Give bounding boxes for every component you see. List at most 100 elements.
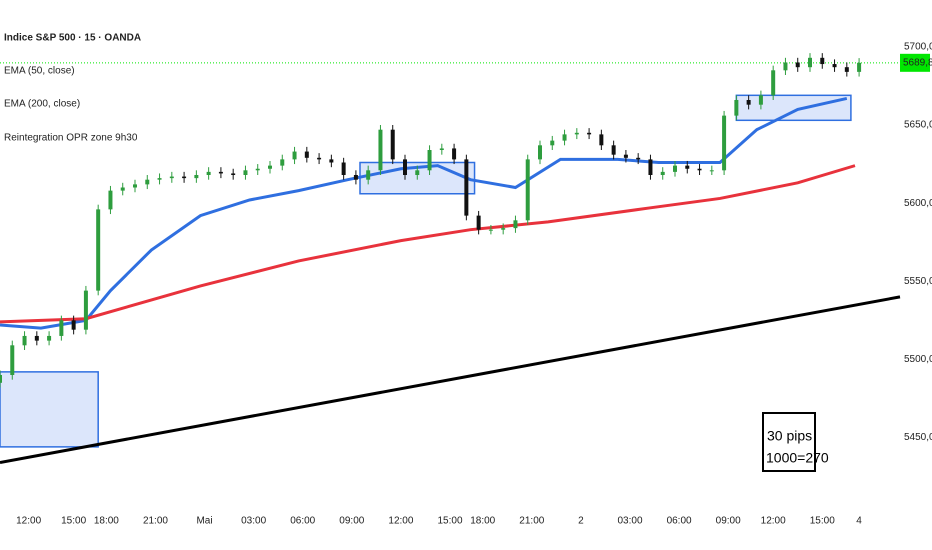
candle-body bbox=[844, 67, 849, 72]
y-tick-label: 5600,0 bbox=[904, 198, 932, 209]
candle-body bbox=[488, 229, 493, 231]
legend-ema50: EMA (50, close) bbox=[4, 66, 75, 77]
candle-body bbox=[120, 187, 125, 191]
x-tick-label: 06:00 bbox=[290, 516, 315, 527]
x-tick-label: 21:00 bbox=[519, 516, 544, 527]
line-series bbox=[0, 96, 848, 330]
candle-body bbox=[722, 115, 727, 171]
candle-body bbox=[83, 290, 88, 330]
candle-body bbox=[71, 320, 76, 330]
candle-body bbox=[59, 320, 64, 336]
candle-body bbox=[501, 228, 506, 230]
candle-body bbox=[562, 134, 567, 141]
y-tick-label: 5500,0 bbox=[904, 354, 932, 365]
y-tick-label: 5700,0 bbox=[904, 42, 932, 53]
candle-body bbox=[636, 157, 641, 160]
last-price-box bbox=[900, 53, 930, 72]
candle-body bbox=[525, 159, 530, 221]
x-tick-label: 2 bbox=[578, 516, 584, 527]
candle-body bbox=[685, 165, 690, 169]
candle-body bbox=[574, 132, 579, 135]
x-tick-label: 09:00 bbox=[339, 516, 364, 527]
x-tick-label: 18:00 bbox=[470, 516, 495, 527]
candle-body bbox=[795, 62, 800, 68]
candle-body bbox=[439, 148, 444, 150]
candle-body bbox=[133, 184, 137, 188]
candle-body bbox=[317, 157, 322, 160]
line-series bbox=[0, 164, 856, 324]
candle-body bbox=[304, 151, 309, 158]
candle-body bbox=[734, 100, 739, 116]
candle-body bbox=[34, 335, 39, 341]
candle-body bbox=[587, 132, 592, 135]
plot bbox=[0, 53, 901, 464]
annotation: 30 pips bbox=[767, 428, 812, 444]
x-tick-label: 15:00 bbox=[61, 516, 86, 527]
x-tick-label: 03:00 bbox=[617, 516, 642, 527]
candle-body bbox=[268, 165, 272, 169]
candle-body bbox=[746, 100, 751, 105]
candle-body bbox=[599, 134, 604, 146]
line-series bbox=[0, 295, 901, 464]
candle-body bbox=[415, 170, 420, 175]
opr-zone bbox=[0, 371, 99, 448]
candle-body bbox=[538, 145, 542, 160]
annotation: 1000=270 bbox=[766, 450, 829, 466]
candle-body bbox=[820, 57, 825, 65]
candle-body bbox=[697, 168, 702, 171]
candle-body bbox=[243, 170, 248, 175]
candle-body bbox=[513, 220, 518, 229]
candle-body bbox=[194, 175, 199, 179]
candle-body bbox=[96, 209, 101, 291]
x-tick-label: 12:00 bbox=[388, 516, 413, 527]
candle-body bbox=[329, 159, 334, 163]
candle-body bbox=[145, 179, 150, 185]
candle-body bbox=[758, 95, 763, 105]
candle-body bbox=[464, 159, 469, 216]
candle-body bbox=[623, 154, 628, 158]
x-tick-label: 21:00 bbox=[143, 516, 168, 527]
candle-body bbox=[0, 375, 2, 383]
candle-body bbox=[771, 70, 776, 96]
x-tick-label: 18:00 bbox=[94, 516, 119, 527]
candle-body bbox=[783, 62, 788, 71]
candle-body bbox=[157, 178, 162, 180]
x-tick-label: 03:00 bbox=[241, 516, 266, 527]
candle-body bbox=[353, 175, 358, 180]
candle-body bbox=[427, 150, 432, 171]
candle-body bbox=[47, 335, 52, 341]
candle-body bbox=[378, 129, 383, 171]
candle-body bbox=[832, 64, 837, 68]
x-tick-label: 15:00 bbox=[810, 516, 835, 527]
candle-body bbox=[476, 215, 481, 230]
legend-ema200: EMA (200, close) bbox=[4, 99, 80, 110]
candle-body bbox=[108, 190, 113, 210]
candle-body bbox=[280, 159, 285, 166]
candle-body bbox=[206, 171, 211, 175]
opr-zone bbox=[735, 94, 852, 122]
candle-body bbox=[673, 165, 677, 172]
candle-body bbox=[255, 168, 260, 171]
candle-body bbox=[10, 345, 15, 375]
candle-body bbox=[231, 173, 236, 175]
candle-body bbox=[452, 148, 457, 160]
candle-body bbox=[808, 57, 812, 68]
candle-body bbox=[390, 129, 395, 160]
candle-body bbox=[660, 171, 665, 175]
legend-zone: Reintegration OPR zone 9h30 bbox=[4, 133, 138, 144]
candle-body bbox=[611, 145, 616, 155]
candle-body bbox=[403, 159, 407, 175]
y-tick-label: 5550,0 bbox=[904, 276, 932, 287]
candle-body bbox=[366, 170, 371, 180]
y-tick-label: 5450,0 bbox=[904, 432, 932, 443]
x-tick-label: 12:00 bbox=[16, 516, 41, 527]
y-tick-label: 5650,0 bbox=[904, 120, 932, 131]
x-tick-label: 4 bbox=[856, 516, 862, 527]
candle-body bbox=[169, 176, 174, 179]
candle-body bbox=[182, 176, 187, 179]
axes: 5450,0 5500,0 5550,0 5600,0 5650,0 5700,0 5689… bbox=[16, 42, 932, 527]
x-tick-label: 12:00 bbox=[761, 516, 786, 527]
candle-body bbox=[550, 140, 555, 146]
x-tick-label: Mai bbox=[196, 516, 212, 527]
